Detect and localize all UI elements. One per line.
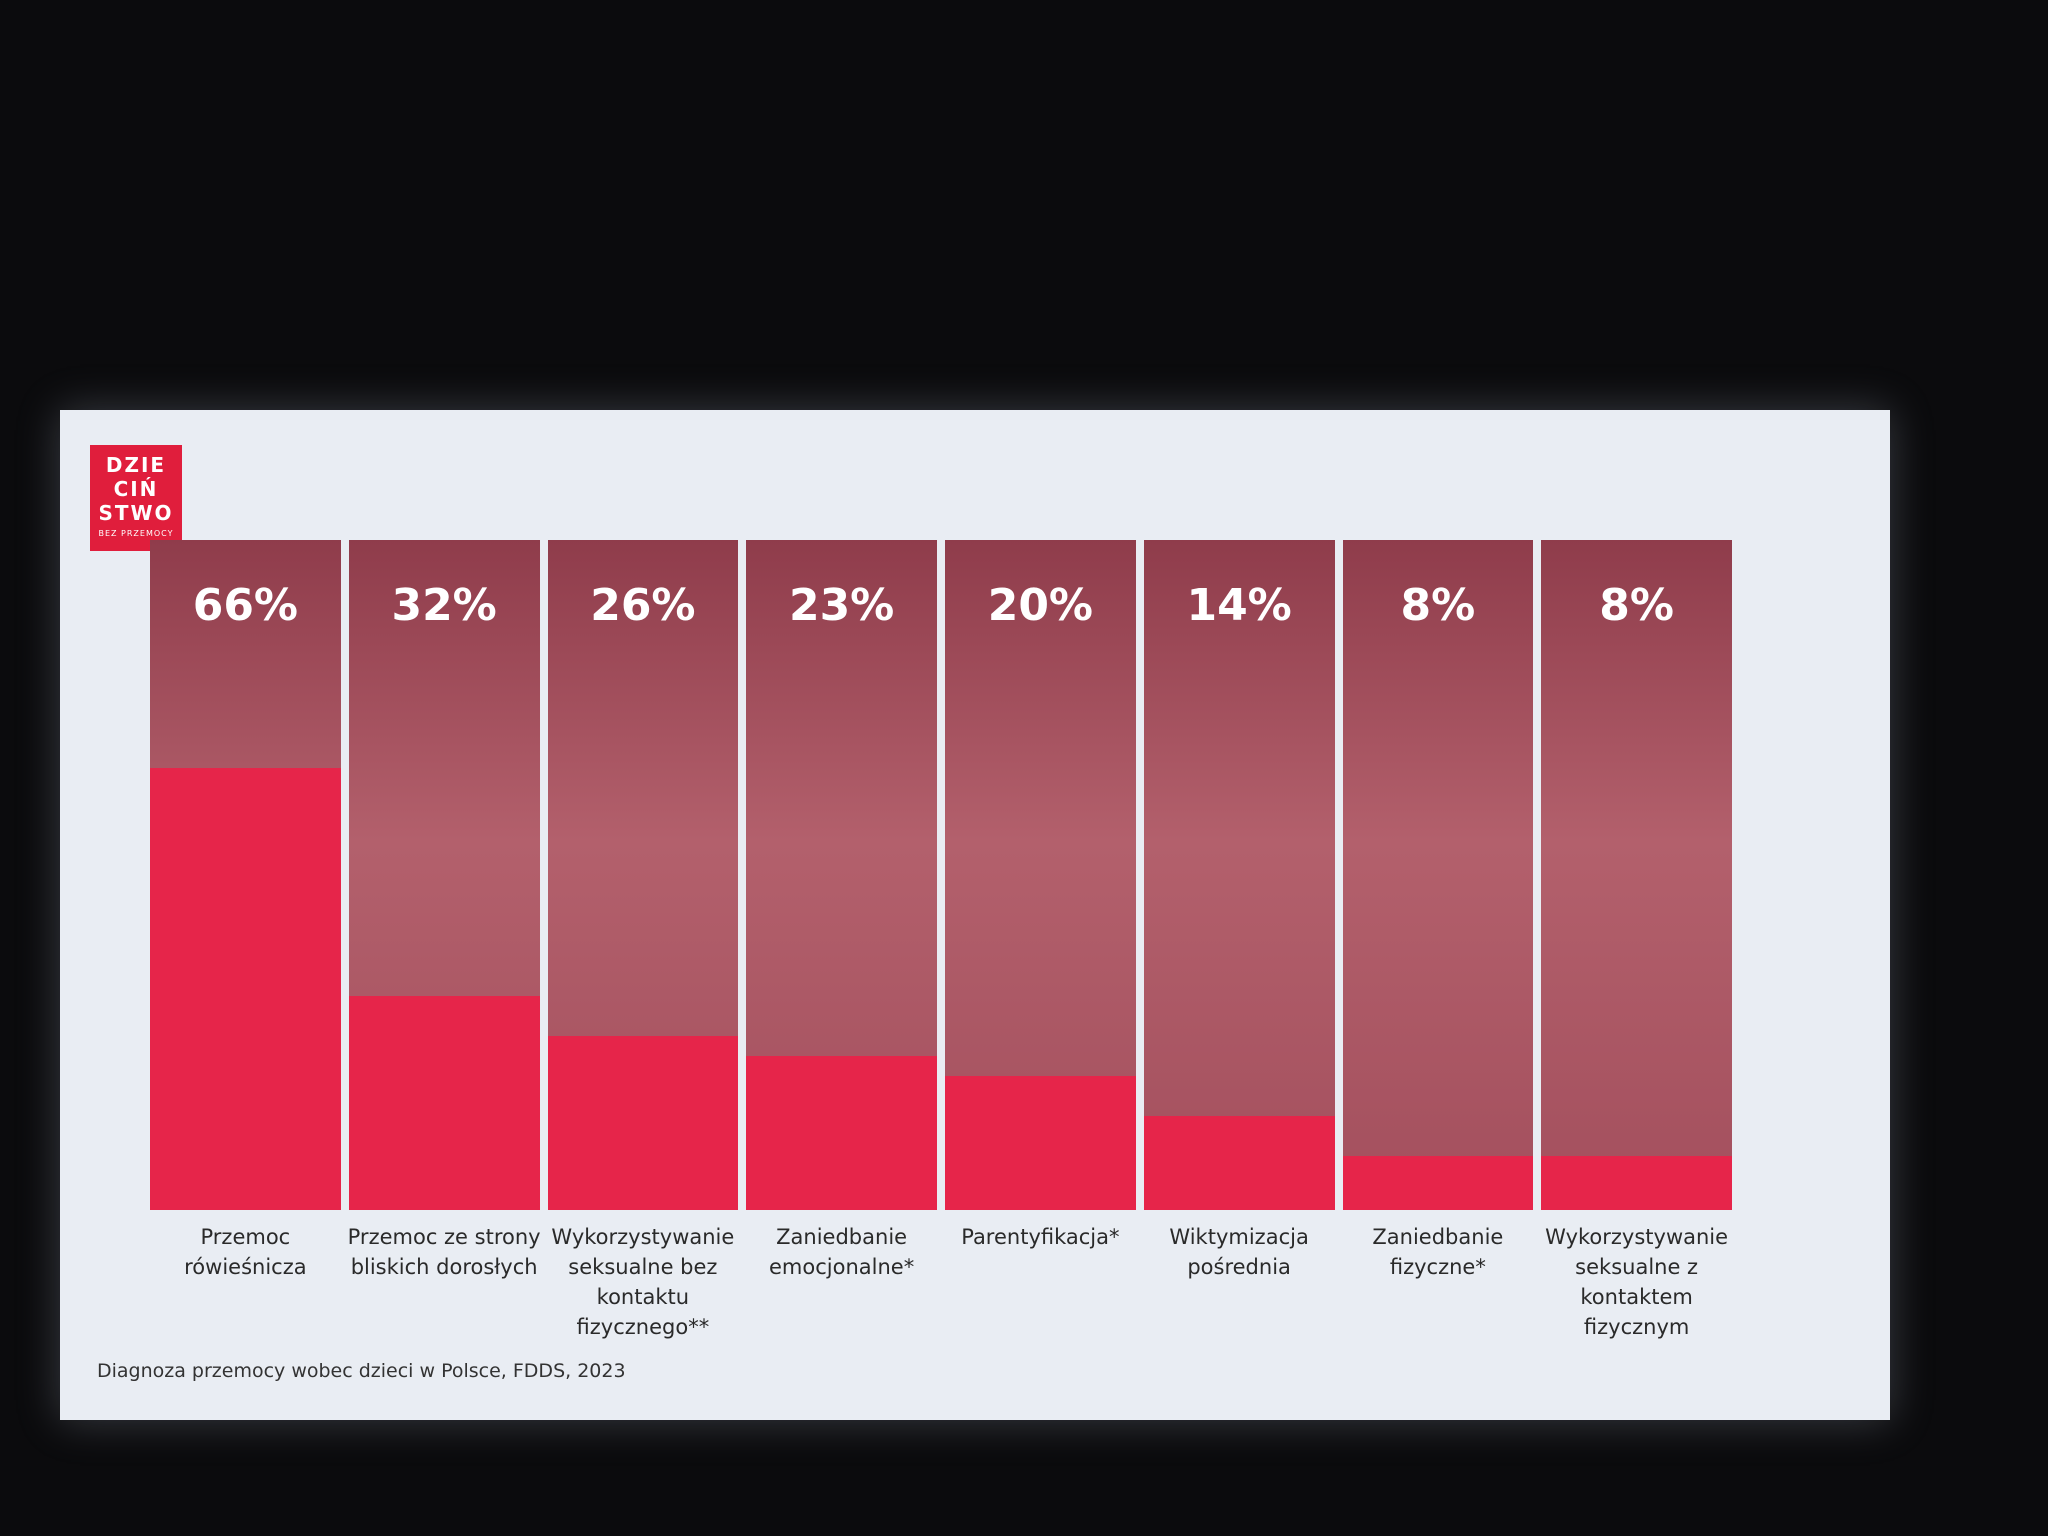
bar-panel: 20% (945, 540, 1136, 1210)
category-label: Parentyfikacja* (961, 1225, 1120, 1249)
source: Diagnoza przemocy wobec dzieci w Polsce,… (97, 1360, 626, 1382)
bar (746, 1055, 937, 1210)
bar-panel: 32% (348, 540, 540, 1210)
category-label: Zaniedbanie emocjonalne* (769, 1225, 915, 1279)
bar (150, 767, 341, 1210)
value-label: 8% (1400, 580, 1476, 631)
category-label: Wykorzystywanie seksualne z kontaktem fi… (1545, 1225, 1729, 1339)
bar-panel: 66% (150, 540, 341, 1210)
logo-line: CIŃ (113, 477, 159, 501)
logo-tagline: BEZ PRZEMOCY (98, 529, 174, 538)
bar (945, 1076, 1136, 1210)
category-label: Wykorzystywanie seksualne bez kontaktu f… (551, 1225, 735, 1339)
category-label: Zaniedbanie fizyczne* (1372, 1225, 1504, 1279)
bar (1541, 1156, 1732, 1210)
bar-panel: 14% (1143, 540, 1335, 1210)
value-label: 8% (1599, 580, 1674, 631)
bar (1143, 1116, 1335, 1210)
bar-panel: 8% (1541, 540, 1732, 1210)
category-label: Przemoc rówieśnicza (184, 1225, 307, 1279)
bar-panel: 8% (1342, 540, 1534, 1210)
bar (348, 995, 540, 1210)
bar (1342, 1156, 1534, 1210)
bar (547, 1035, 739, 1210)
value-label: 66% (192, 580, 299, 631)
value-label: 20% (987, 580, 1094, 631)
value-label: 14% (1186, 580, 1292, 631)
category-label: Wiktymizacja pośrednia (1169, 1225, 1309, 1279)
value-label: 23% (788, 580, 895, 631)
value-label: 32% (391, 580, 497, 631)
bar-panel: 23% (746, 540, 937, 1210)
logo: DZIE CIŃ STWO BEZ PRZEMOCY (90, 445, 182, 551)
bar-panel: 26% (547, 540, 739, 1210)
slide: DZIE CIŃ STWO BEZ PRZEMOCY Diagnoza prze… (60, 410, 1890, 1420)
value-label: 26% (590, 580, 696, 631)
logo-line: STWO (98, 501, 174, 525)
logo-line: DZIE (105, 453, 167, 477)
category-label: Przemoc ze strony bliskich dorosłych (347, 1225, 541, 1279)
